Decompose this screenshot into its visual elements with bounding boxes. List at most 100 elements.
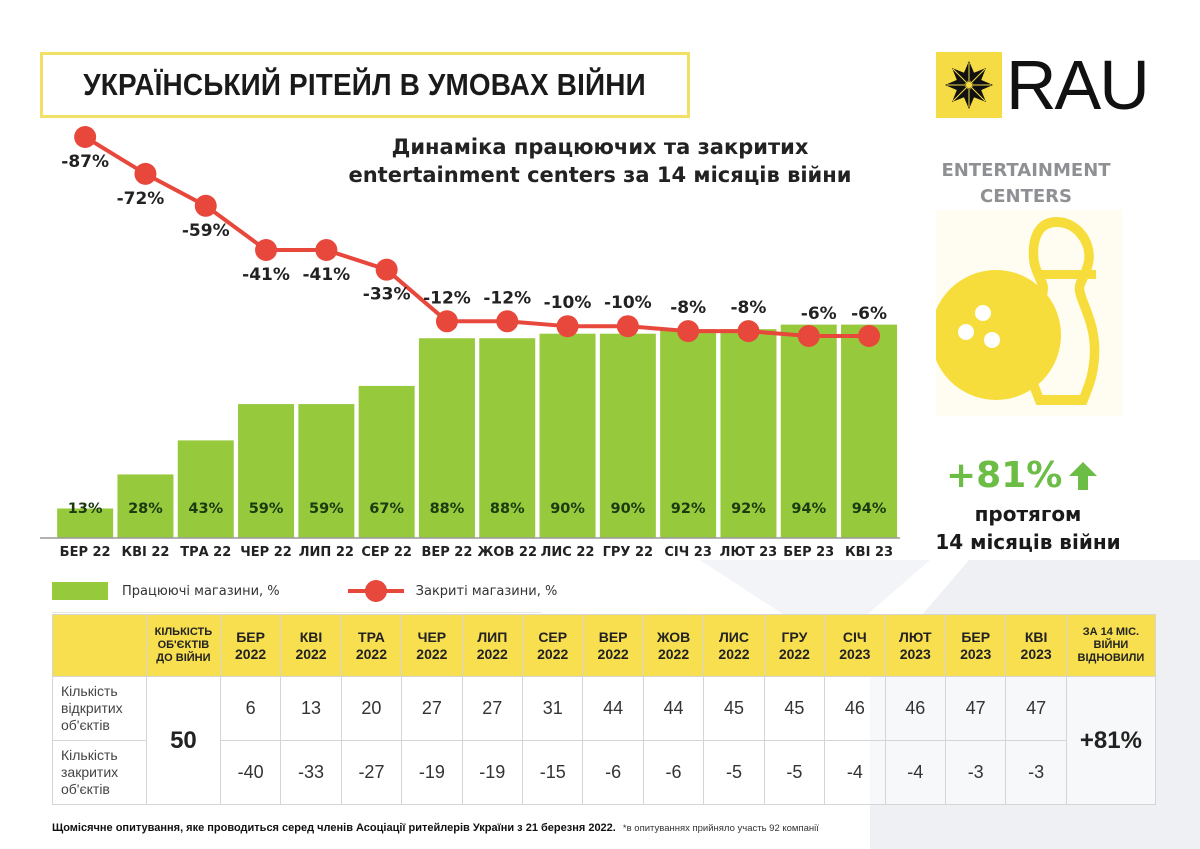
line-label: -12% — [483, 288, 531, 308]
month-year: 2022 — [295, 645, 327, 662]
line-point — [858, 325, 881, 348]
line-label: -41% — [242, 265, 290, 285]
table-cell: -40 — [219, 740, 282, 805]
bar-label: 88% — [430, 501, 465, 517]
bar — [841, 324, 898, 538]
month-name: СІЧ — [842, 628, 867, 645]
legend-line-label: Закриті магазини, % — [415, 583, 558, 599]
table-cell: -6 — [582, 740, 644, 805]
x-tick-label: ЛИС 22 — [541, 545, 595, 560]
page-title: УКРАЇНСЬКИЙ РІТЕЙЛ В УМОВАХ ВІЙНИ — [83, 67, 647, 102]
chart-legend: Працюючі магазини, % Закриті магазини, % — [52, 580, 558, 602]
data-table: КІЛЬКІСТЬ ОБ'ЄКТІВ ДО ВІЙНИ БЕР 2022 КВІ 20… — [52, 614, 1157, 805]
line-label: -87% — [61, 152, 109, 172]
month-year: 2022 — [657, 645, 690, 662]
month-name: ЧЕР — [417, 628, 447, 645]
table-cell: -5 — [763, 740, 826, 805]
row-label-line: відкритих — [61, 700, 123, 716]
header-line: КІЛЬКІСТЬ — [154, 626, 213, 638]
bar — [780, 324, 837, 538]
month-name: ТРА — [358, 628, 385, 645]
stat-caption-line-2: 14 місяців війни — [935, 530, 1121, 554]
table-row: Кількість відкритих об'єктів 50 6 13 20 27 27 31 4… — [52, 676, 1157, 805]
table-header-month: ЖОВ 2022 — [642, 614, 705, 677]
line-label: -72% — [117, 189, 165, 209]
table-cell: -19 — [401, 740, 463, 805]
line-label: -8% — [670, 298, 706, 318]
row-label: Кількість відкритих об'єктів — [52, 676, 147, 741]
month-year: 2023 — [960, 645, 992, 662]
table-header-month: ГРУ 2022 — [763, 614, 826, 677]
legend-bar-label: Працюючі магазини, % — [122, 583, 280, 599]
x-tick-label: ГРУ 22 — [603, 545, 653, 560]
bar-label: 13% — [68, 501, 103, 517]
table-cell: -3 — [1005, 740, 1067, 805]
bar-label: 94% — [791, 501, 826, 517]
month-year: 2022 — [476, 645, 508, 662]
table-cell: -6 — [642, 740, 705, 805]
recovery-stat: +81% — [946, 455, 1098, 496]
line-point — [556, 315, 579, 338]
table-cell: -27 — [340, 740, 403, 805]
line-label: -10% — [604, 293, 652, 313]
table-cell: -33 — [280, 740, 342, 805]
x-tick-label: БЕР 23 — [783, 545, 834, 560]
divider — [52, 612, 542, 613]
month-name: ЛЮТ — [899, 628, 932, 645]
month-name: КВІ — [1024, 628, 1048, 645]
table-cell: 31 — [521, 676, 584, 741]
x-tick-label: ЛИП 22 — [299, 545, 354, 560]
x-tick-label: КВІ 22 — [121, 545, 169, 560]
line-point — [737, 320, 760, 343]
x-tick-label: ЛЮТ 23 — [720, 545, 778, 560]
bar-label: 94% — [852, 501, 887, 517]
row-label-line: Кількість — [61, 747, 118, 763]
table-header-total: ЗА 14 МІС. ВІЙНИ ВІДНОВИЛИ — [1065, 614, 1157, 677]
table-cell: 47 — [944, 676, 1007, 741]
line-label: -6% — [801, 304, 837, 324]
category-title-line-1: ENTERTAINMENT — [941, 160, 1111, 181]
line-label: -33% — [363, 285, 411, 305]
stat-caption-line-1: протягом — [974, 502, 1082, 526]
table-header-empty — [52, 614, 147, 677]
x-tick-label: ВЕР 22 — [421, 545, 472, 560]
page-title-box: УКРАЇНСЬКИЙ РІТЕЙЛ В УМОВАХ ВІЙНИ — [40, 52, 690, 118]
month-name: СЕР — [538, 628, 568, 645]
month-year: 2022 — [235, 645, 267, 662]
month-name: БЕР — [961, 628, 991, 645]
bar — [599, 333, 656, 538]
table-header-month: ЛИС 2022 — [703, 614, 765, 677]
table-cell: 46 — [884, 676, 946, 741]
bar — [660, 329, 717, 538]
x-tick-label: ЧЕР 22 — [240, 545, 292, 560]
bar-label: 59% — [309, 501, 344, 517]
recovery-stat-caption: протягом 14 місяців війни — [916, 500, 1140, 556]
bar — [57, 508, 114, 538]
month-year: 2023 — [1020, 645, 1052, 662]
table-cell: 46 — [824, 676, 886, 741]
month-name: БЕР — [236, 628, 265, 645]
bowling-icon — [931, 210, 1122, 416]
bar-label: 90% — [550, 501, 585, 517]
bar — [358, 385, 415, 538]
line-point — [194, 194, 217, 217]
month-year: 2022 — [778, 645, 810, 662]
month-year: 2023 — [839, 645, 871, 662]
table-row: Кількість закритих об'єктів -40 -33 -27 -19 -19… — [52, 740, 1156, 805]
table-header-month: ТРА 2022 — [340, 614, 403, 677]
bar-label: 92% — [671, 501, 706, 517]
bar-label: 90% — [610, 501, 645, 517]
line-label: -6% — [851, 304, 887, 324]
line-label: -59% — [182, 221, 230, 241]
footnote: Щомісячне опитування, яке проводиться се… — [52, 822, 819, 834]
bar-label: 88% — [490, 501, 525, 517]
header-line: ЗА 14 МІС. — [1082, 626, 1140, 638]
bar — [298, 404, 355, 538]
table-cell: 27 — [461, 676, 524, 741]
bar-label: 92% — [731, 501, 766, 517]
x-tick-label: БЕР 22 — [60, 545, 111, 560]
chart-title-line-1: Динаміка працюючих та закритих — [391, 135, 809, 159]
x-tick-label: ТРА 22 — [180, 545, 231, 560]
row-label-line: об'єктів — [61, 717, 110, 733]
line-point — [496, 310, 519, 333]
